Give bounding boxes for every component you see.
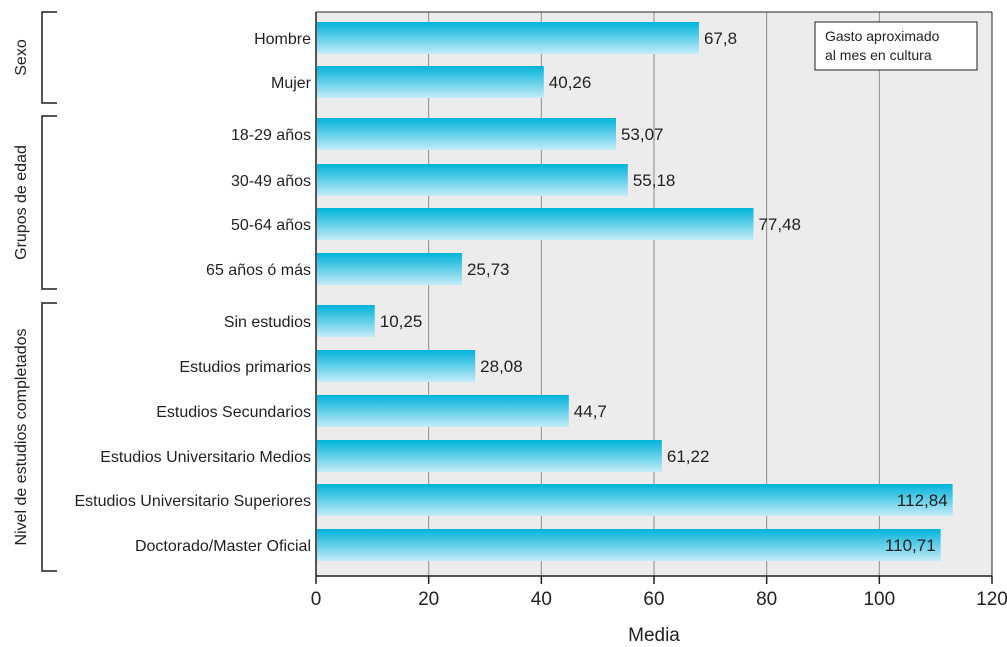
x-tick-label: 100 <box>863 589 895 610</box>
legend-line-2: al mes en cultura <box>825 47 932 63</box>
bar <box>317 253 462 285</box>
bar <box>317 66 544 98</box>
x-tick-label: 0 <box>311 589 322 610</box>
bar-value-label: 53,07 <box>621 125 664 144</box>
bar-value-label: 44,7 <box>574 402 607 421</box>
bar <box>317 529 941 561</box>
category-label: Hombre <box>254 31 311 48</box>
category-label: Doctorado/Master Oficial <box>135 538 311 555</box>
bar <box>317 118 616 150</box>
bar-value-label: 10,25 <box>380 312 423 331</box>
bar-value-label: 28,08 <box>480 357 523 376</box>
bar <box>317 305 375 337</box>
bar <box>317 350 476 382</box>
x-tick-label: 80 <box>756 589 777 610</box>
category-label: Estudios Universitario Superiores <box>74 493 311 510</box>
bar <box>317 395 569 427</box>
bar-value-label: 77,48 <box>758 215 801 234</box>
category-label: Sin estudios <box>224 314 311 331</box>
group-bracket <box>41 302 57 572</box>
group-label: Sexo <box>13 39 30 76</box>
bar-value-label: 110,71 <box>885 536 936 555</box>
group-brackets: Sexo Grupos de edad Nivel de estudios comp… <box>13 11 57 572</box>
category-label: 65 años ó más <box>206 262 311 279</box>
bar <box>317 208 754 240</box>
bar <box>317 440 662 472</box>
bar <box>317 164 628 196</box>
category-label: 50-64 años <box>231 217 311 234</box>
group-label: Grupos de edad <box>13 145 30 260</box>
x-tick-label: 20 <box>418 589 439 610</box>
bar <box>317 22 699 54</box>
group-bracket <box>41 115 57 290</box>
bar-value-label: 25,73 <box>467 260 510 279</box>
bars <box>317 22 953 561</box>
bar-value-label: 55,18 <box>633 171 676 190</box>
legend-line-1: Gasto aproximado <box>825 28 940 44</box>
category-label: 30-49 años <box>231 173 311 190</box>
category-label: Estudios Secundarios <box>156 404 311 421</box>
category-label: 18-29 años <box>231 127 311 144</box>
x-tick-label: 40 <box>531 589 552 610</box>
bar-value-label: 40,26 <box>549 73 592 92</box>
category-labels: Hombre Mujer 18-29 años 30-49 años 50-64 año… <box>74 31 311 555</box>
bar-value-label: 112,84 <box>897 491 948 510</box>
gridlines <box>428 12 880 576</box>
x-axis-ticks: 0 20 40 60 80 100 120 <box>311 576 1007 610</box>
category-label: Mujer <box>271 75 312 92</box>
value-labels: 67,8 40,26 53,07 55,18 77,48 25,73 10,25 28,08 4… <box>380 29 948 555</box>
x-tick-label: 120 <box>976 589 1007 610</box>
x-axis-title: Media <box>628 625 680 646</box>
bar <box>317 484 953 516</box>
category-label: Estudios primarios <box>179 359 311 376</box>
bar-value-label: 67,8 <box>704 29 737 48</box>
bar-value-label: 61,22 <box>667 447 710 466</box>
group-label: Nivel de estudios completados <box>13 328 30 545</box>
legend-box: Gasto aproximado al mes en cultura <box>814 21 978 71</box>
category-label: Estudios Universitario Medios <box>100 449 311 466</box>
x-tick-label: 60 <box>643 589 664 610</box>
group-bracket <box>41 11 57 104</box>
